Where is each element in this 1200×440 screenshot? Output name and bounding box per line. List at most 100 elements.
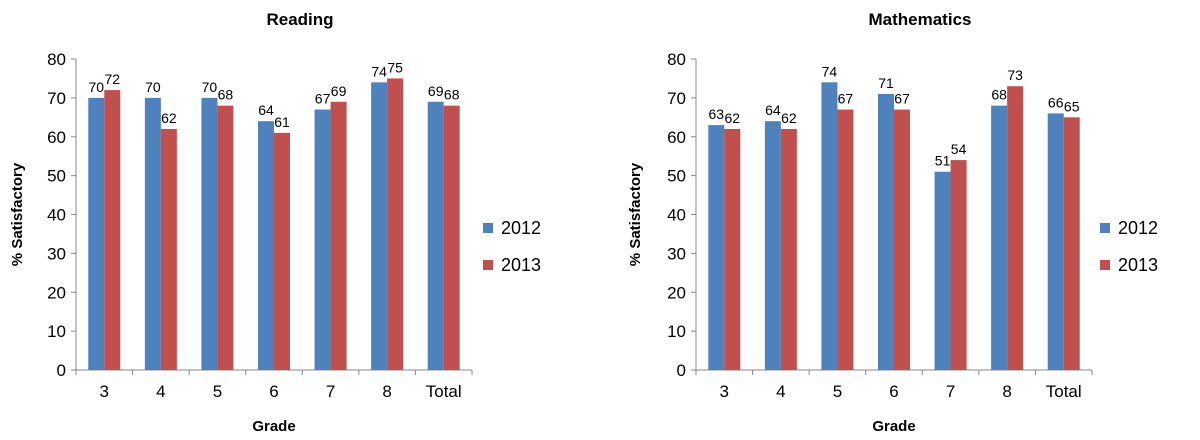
y-tick-label: 50 [47, 167, 66, 186]
x-tick-label: Total [426, 382, 462, 401]
x-tick-label: 6 [889, 382, 898, 401]
data-label: 70 [145, 79, 161, 95]
chart-legend: 2012 2013 [1100, 218, 1158, 292]
legend-item-2013: 2013 [483, 255, 541, 275]
bar-2012-6 [878, 93, 894, 371]
data-label: 62 [161, 110, 177, 126]
data-label: 70 [202, 79, 218, 95]
data-label: 54 [951, 141, 967, 157]
legend-swatch-2012 [483, 223, 493, 233]
y-tick-label: 10 [47, 322, 66, 341]
y-tick-label: 60 [47, 128, 66, 147]
legend-label: 2012 [1118, 217, 1159, 238]
bar-2012-7 [934, 171, 951, 370]
bar-2013-8 [1007, 86, 1024, 371]
data-label: 64 [258, 102, 274, 118]
x-tick-label: 3 [720, 382, 729, 401]
data-label: 62 [781, 110, 797, 126]
x-tick-label: Total [1046, 382, 1082, 401]
x-tick-label: 5 [833, 382, 842, 401]
chart-title: Mathematics [868, 10, 972, 29]
data-label: 68 [218, 87, 234, 103]
bar-2013-8 [387, 78, 404, 370]
data-label: 67 [315, 91, 331, 107]
legend-item-2013: 2013 [1100, 255, 1158, 275]
bar-2013-4 [780, 128, 797, 370]
bar-2013-3 [724, 128, 741, 370]
data-label: 70 [88, 79, 104, 95]
y-axis-title: % Satisfactory [627, 162, 644, 266]
y-tick-label: 70 [47, 89, 66, 108]
data-label: 61 [274, 114, 290, 130]
y-tick-label: 40 [667, 206, 686, 225]
bar-2012-3 [708, 125, 725, 371]
legend-item-2012: 2012 [483, 218, 541, 238]
bar-2013-5 [217, 105, 234, 371]
bar-2013-Total [1063, 117, 1080, 370]
legend-swatch-2012 [1100, 223, 1110, 233]
data-label: 69 [428, 83, 444, 99]
x-tick-label: 7 [326, 382, 335, 401]
y-tick-label: 0 [57, 361, 66, 380]
bar-2013-6 [274, 132, 290, 370]
data-label: 66 [1048, 94, 1064, 110]
y-tick-label: 10 [667, 322, 686, 341]
mathematics-chart: Mathematics 0 10 20 30 40 50 60 70 80 63 62 3 64 62 4 7… [620, 0, 1200, 440]
bar-2013-Total [443, 105, 460, 371]
data-label: 68 [444, 87, 460, 103]
y-tick-label: 80 [47, 50, 66, 69]
legend-item-2012: 2012 [1100, 218, 1158, 238]
data-label: 75 [387, 59, 403, 75]
x-tick-label: 4 [156, 382, 165, 401]
x-tick-label: 8 [1002, 382, 1011, 401]
x-tick-label: 5 [213, 382, 222, 401]
legend-swatch-2013 [1100, 260, 1110, 270]
y-tick-label: 0 [677, 361, 686, 380]
data-label: 71 [878, 75, 894, 91]
data-label: 64 [765, 102, 781, 118]
legend-label: 2013 [501, 254, 542, 275]
bar-2013-4 [160, 128, 177, 370]
y-tick-label: 40 [47, 206, 66, 225]
data-label: 68 [991, 87, 1007, 103]
data-label: 74 [822, 63, 838, 79]
bar-2012-4 [144, 97, 161, 370]
bar-2012-3 [88, 97, 105, 370]
bar-2013-6 [894, 109, 910, 370]
bar-2013-3 [104, 90, 121, 370]
x-tick-label: 6 [269, 382, 278, 401]
y-axis-title: % Satisfactory [9, 162, 26, 266]
data-label: 73 [1007, 67, 1023, 83]
y-tick-label: 80 [667, 50, 686, 69]
data-label: 67 [838, 91, 854, 107]
x-tick-label: 7 [946, 382, 955, 401]
y-tick-label: 30 [47, 244, 66, 263]
bar-2012-5 [201, 97, 218, 370]
data-label: 69 [331, 83, 347, 99]
y-tick-label: 30 [667, 244, 686, 263]
x-axis-title: Grade [252, 418, 295, 435]
bar-2012-4 [764, 121, 781, 370]
bar-2012-8 [991, 105, 1008, 371]
y-tick-label: 20 [47, 283, 66, 302]
data-label: 63 [708, 106, 724, 122]
bar-2012-Total [1047, 113, 1064, 371]
legend-label: 2012 [501, 217, 542, 238]
bar-2013-5 [837, 109, 854, 370]
chart-legend: 2012 2013 [483, 218, 541, 292]
data-label: 51 [935, 153, 951, 169]
x-axis-title: Grade [872, 418, 915, 435]
bar-2012-5 [821, 82, 838, 370]
data-label: 62 [724, 110, 740, 126]
x-tick-label: 3 [100, 382, 109, 401]
reading-chart: Reading 0 10 20 30 40 50 60 70 80 70 72 3 70 62 4 70 68 5… [9, 10, 541, 435]
y-tick-label: 50 [667, 167, 686, 186]
bar-2012-7 [314, 109, 331, 370]
bar-2012-6 [258, 121, 274, 370]
y-tick-label: 60 [667, 128, 686, 147]
bar-2012-8 [371, 82, 388, 370]
data-label: 65 [1064, 98, 1080, 114]
bar-2013-7 [330, 101, 347, 370]
